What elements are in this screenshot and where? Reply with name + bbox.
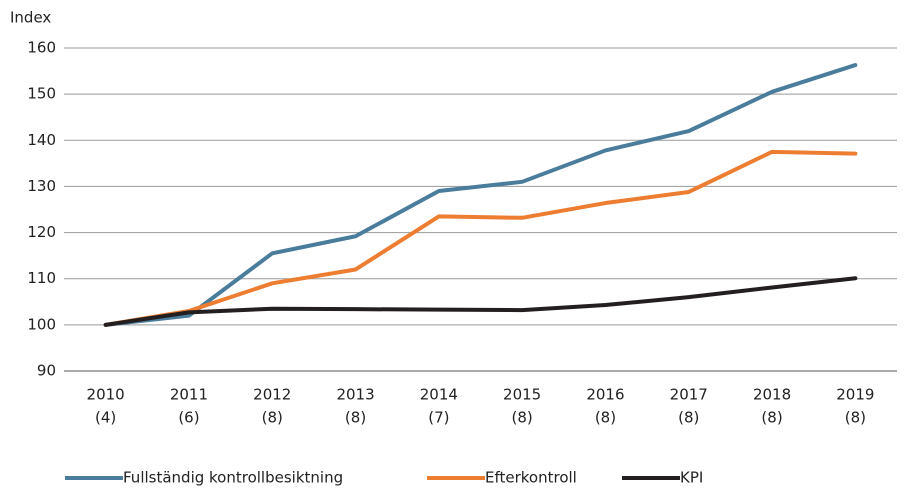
x-tick-label: (7) <box>428 409 449 427</box>
line <box>103 63 858 327</box>
x-tick-label: (8) <box>761 409 782 427</box>
legend-label: Fullständig kontrollbesiktning <box>123 469 343 487</box>
x-tick-label: (6) <box>178 409 199 427</box>
x-tick-label: (8) <box>345 409 366 427</box>
y-tick-label: 100 <box>27 315 56 333</box>
y-tick-label: 130 <box>27 177 56 195</box>
y-tick-label: 160 <box>27 39 56 57</box>
y-tick-label: 110 <box>27 269 56 287</box>
line <box>103 276 858 327</box>
x-tick-label: 2015 <box>503 386 541 404</box>
x-tick-label: (8) <box>678 409 699 427</box>
x-tick-label: (8) <box>512 409 533 427</box>
x-tick-label: 2014 <box>420 386 458 404</box>
x-tick-label: 2012 <box>253 386 291 404</box>
line <box>103 149 858 327</box>
x-tick-label: (8) <box>262 409 283 427</box>
y-tick-label: 120 <box>27 223 56 241</box>
y-tick-label: 90 <box>37 362 56 380</box>
y-axis-label: Index <box>10 9 51 27</box>
x-tick-label: 2011 <box>170 386 208 404</box>
x-tick-label: 2019 <box>836 386 874 404</box>
x-tick-label: 2016 <box>586 386 624 404</box>
x-tick-label: 2013 <box>336 386 374 404</box>
y-tick-label: 140 <box>27 131 56 149</box>
legend-label: KPI <box>680 469 703 487</box>
x-tick-label: (4) <box>95 409 116 427</box>
y-tick-label: 150 <box>27 85 56 103</box>
x-tick-label: 2017 <box>670 386 708 404</box>
x-tick-label: 2010 <box>87 386 125 404</box>
x-tick-label: (8) <box>845 409 866 427</box>
x-tick-label: 2018 <box>753 386 791 404</box>
x-tick-label: (8) <box>595 409 616 427</box>
legend-label: Efterkontroll <box>485 469 577 487</box>
